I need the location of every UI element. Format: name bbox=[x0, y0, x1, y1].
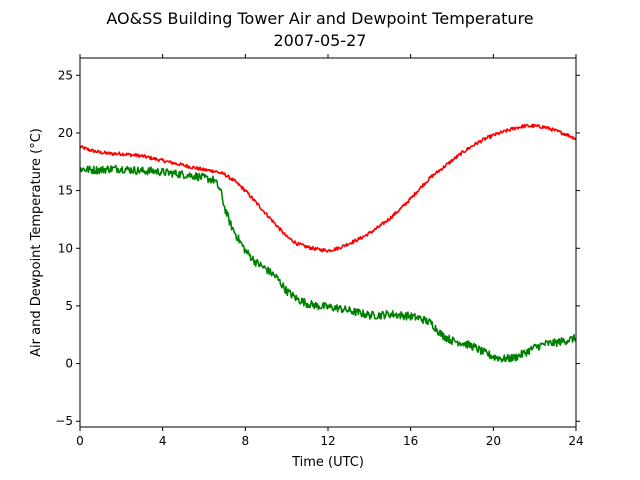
x-axis-label: Time (UTC) bbox=[291, 455, 364, 470]
y-tick-label-25: 25 bbox=[58, 68, 73, 82]
x-tick-label-20: 20 bbox=[486, 434, 501, 448]
y-tick-label-0: 0 bbox=[65, 357, 73, 371]
y-axis-label: Air and Dewpoint Temperature (°C) bbox=[29, 128, 44, 357]
x-tick-label-0: 0 bbox=[76, 434, 84, 448]
y-tick-label-20: 20 bbox=[58, 126, 73, 140]
y-tick-label-10: 10 bbox=[58, 241, 73, 255]
y-tick-label--5: −5 bbox=[55, 414, 73, 428]
y-tick-label-15: 15 bbox=[58, 184, 73, 198]
x-tick-label-8: 8 bbox=[242, 434, 250, 448]
chart-title: AO&SS Building Tower Air and Dewpoint Te… bbox=[106, 9, 533, 28]
chart-subtitle: 2007-05-27 bbox=[274, 31, 367, 50]
series-group bbox=[79, 123, 577, 363]
x-tick-label-12: 12 bbox=[320, 434, 335, 448]
x-tick-label-16: 16 bbox=[403, 434, 418, 448]
x-tick-label-4: 4 bbox=[159, 434, 167, 448]
x-tick-label-24: 24 bbox=[568, 434, 583, 448]
series-line-1 bbox=[79, 123, 577, 253]
plot-frame bbox=[79, 57, 577, 428]
series-line-2 bbox=[79, 164, 577, 363]
y-tick-label-5: 5 bbox=[65, 299, 73, 313]
